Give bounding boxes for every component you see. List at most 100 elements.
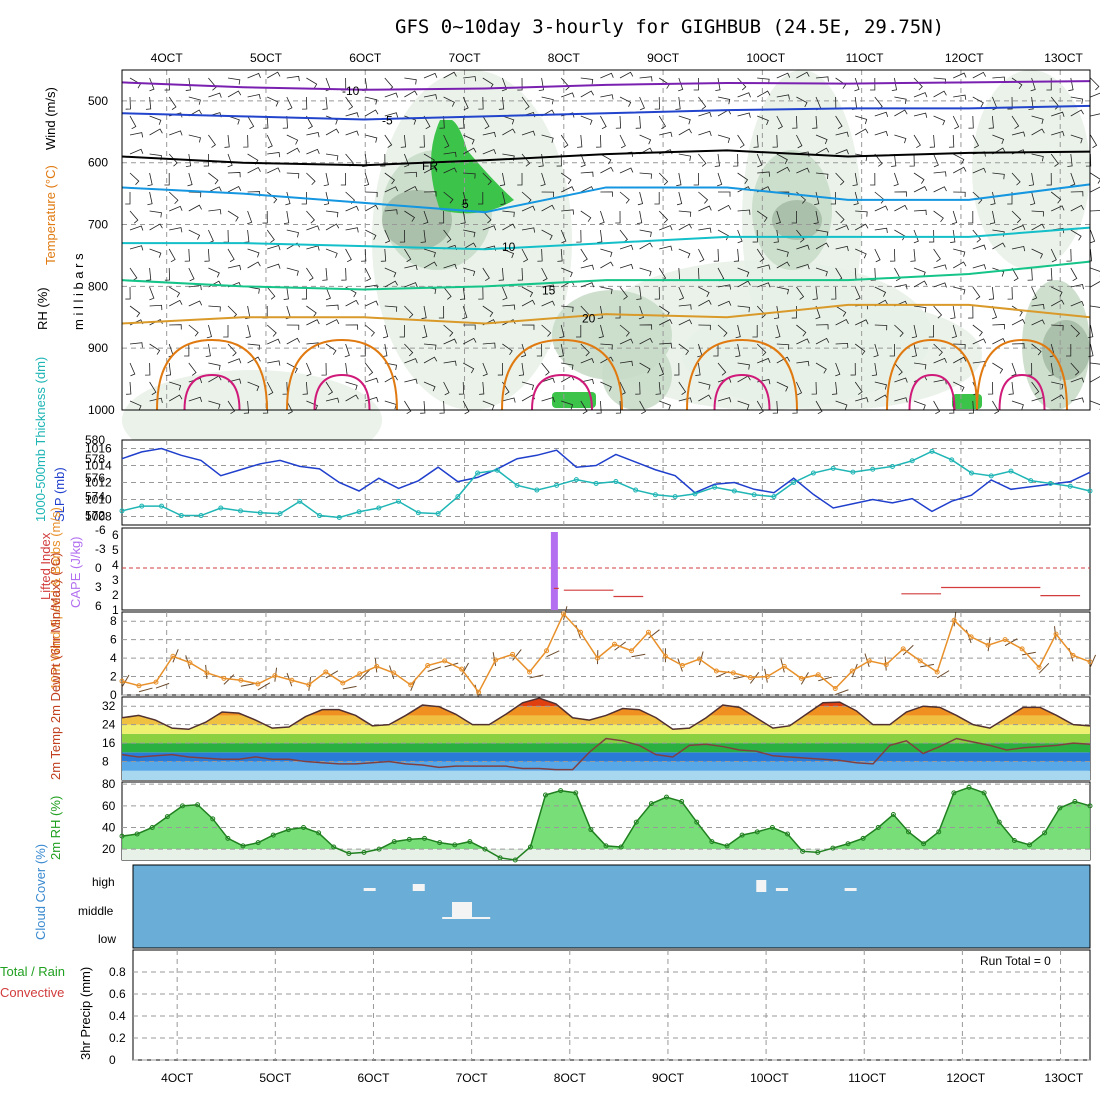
wind-barb (580, 378, 594, 385)
panel4-frame (121, 611, 1091, 696)
wind-barb (850, 362, 856, 376)
wind-barb (521, 286, 534, 298)
wind-barb (1047, 267, 1053, 281)
cloud-bar (756, 880, 767, 892)
cloud-bar (363, 888, 376, 891)
wind-speed-line-point (476, 689, 482, 695)
wind-barb (658, 210, 669, 224)
wind-barb (992, 267, 1005, 277)
wind-speed-line-point (493, 657, 499, 663)
rh-line-point (558, 788, 564, 794)
wind-barb (598, 324, 604, 339)
wind-barb (968, 210, 974, 224)
wind-barb (695, 362, 701, 376)
wind-barb (600, 248, 613, 258)
wind-barb (635, 115, 641, 129)
wind-barb (873, 343, 879, 358)
wind-barb (282, 115, 288, 129)
wind-barb (737, 209, 751, 215)
top-date-label: 11OCT (846, 51, 884, 65)
wind-barb (600, 166, 614, 174)
wind-barb (517, 267, 523, 281)
thickness-tick-label: 580 (85, 433, 105, 447)
wind-barb (776, 248, 789, 257)
wind-barb (1070, 204, 1085, 212)
rh-line-point (694, 819, 700, 825)
wind-barb (301, 96, 308, 110)
rh-line-point (1042, 830, 1048, 836)
wind-barb (482, 342, 496, 348)
wind-barb (384, 362, 398, 371)
wind-barb (149, 343, 161, 355)
wind-barb (676, 172, 682, 187)
wind-barb (600, 94, 614, 100)
rh-line-point (210, 816, 216, 822)
rh-line-point (331, 844, 337, 850)
wind-barb (479, 381, 485, 395)
wind-barb (247, 248, 260, 258)
wind-barb (854, 286, 861, 301)
thickness-line-point (968, 470, 974, 476)
wind-barb (423, 166, 438, 174)
wind-barb (482, 267, 490, 282)
isotherm-line (121, 149, 1091, 167)
wind-barb (619, 338, 634, 345)
panel3-ylabel-cape: CAPE (J/kg) (68, 536, 83, 608)
wind-barb (909, 153, 915, 167)
wind-barb (404, 90, 418, 98)
wind-barb (913, 186, 928, 193)
rh-line-point (437, 840, 443, 846)
wind-barb (492, 652, 497, 667)
wind-barb (1070, 324, 1081, 338)
wind-barb (654, 96, 660, 110)
wind-speed-line-point (645, 629, 651, 635)
wind-barb (443, 338, 457, 345)
wind-barb (1031, 303, 1045, 310)
thickness-tick-label: 574 (85, 490, 105, 504)
wind-barb (698, 130, 712, 136)
wind-barb (423, 115, 431, 130)
wind-barb (404, 378, 418, 384)
panel4-ylabel: 10m Wind Speed & Barbs (m/s) (48, 507, 63, 690)
wind-barb (169, 205, 183, 212)
wind-barb (482, 148, 497, 155)
wind-barb (1070, 229, 1082, 241)
wind-barb (796, 244, 810, 250)
isotherm-30 (531, 373, 593, 411)
wind-barb (800, 672, 809, 685)
bottom-date-label: 13OCT (1045, 1071, 1084, 1085)
wind-barb (1011, 115, 1020, 129)
isotherm-label: 15 (542, 283, 556, 297)
wind-barb (423, 191, 437, 197)
wind-barb (619, 191, 630, 204)
wind-barb (600, 343, 613, 350)
wind-barb (482, 77, 494, 89)
wind-barb (1011, 77, 1023, 90)
wind-barb (600, 286, 613, 295)
wind-barb (423, 94, 438, 100)
wind-barb (855, 248, 867, 259)
wind-barb (698, 227, 712, 233)
wind-barb (913, 112, 928, 118)
wind-barb (223, 229, 229, 243)
wind-barb (676, 191, 683, 206)
wind-barb (149, 115, 162, 125)
wind-barb (619, 244, 634, 250)
wind-barb (502, 286, 508, 301)
wind-barb (874, 130, 889, 137)
bottom-date-label: 7OCT (456, 1071, 489, 1085)
wind-barb (155, 682, 170, 689)
thickness-line-point (218, 505, 224, 511)
wind-speed-line-point (289, 677, 295, 683)
wind-speed-line-point (951, 617, 957, 623)
isotherm-line (121, 260, 1091, 291)
rh-line-point (346, 851, 352, 856)
wind-barb (561, 209, 575, 215)
wind-barb (659, 319, 673, 326)
wind-barb (950, 305, 956, 319)
wind-barb (482, 225, 497, 231)
wind-barb (756, 210, 768, 223)
isotherm-line (121, 104, 1091, 121)
thickness-line-point (238, 508, 244, 514)
wind-speed-line-point (900, 646, 906, 652)
